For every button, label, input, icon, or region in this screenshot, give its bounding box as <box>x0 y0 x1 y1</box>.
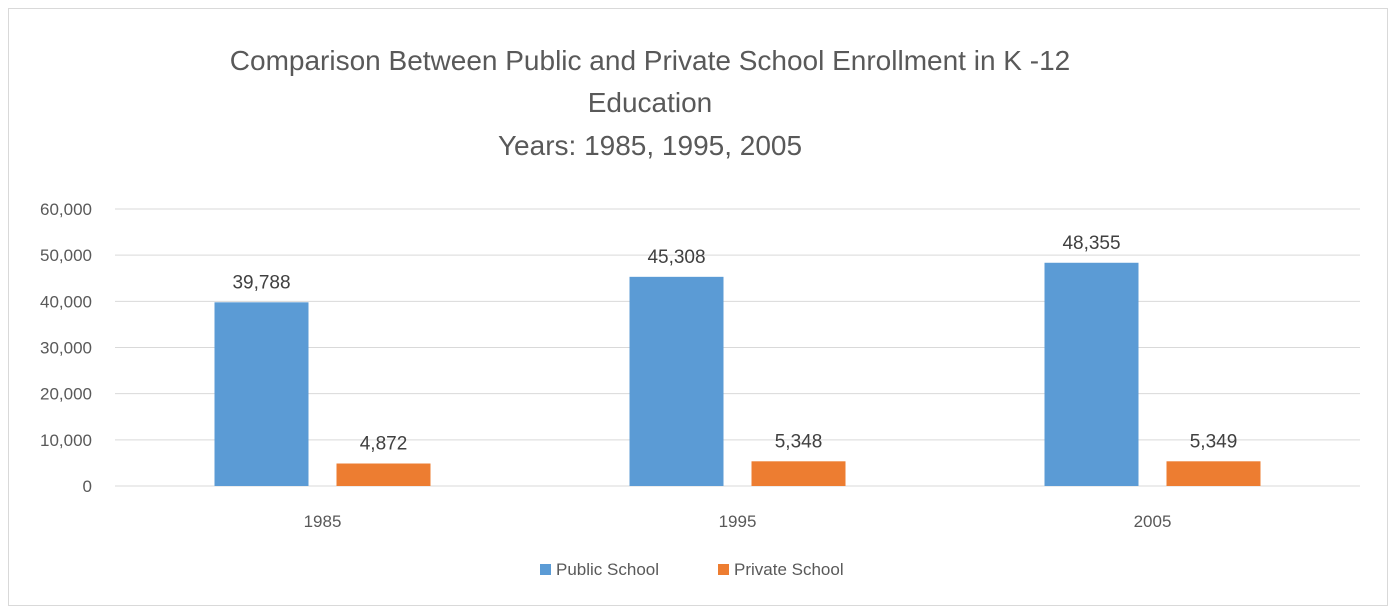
y-tick-label: 30,000 <box>40 339 92 358</box>
bars <box>214 262 1261 486</box>
chart-title-line-1: Comparison Between Public and Private Sc… <box>230 45 1070 76</box>
x-tick-label: 2005 <box>1134 512 1172 531</box>
y-axis: 0 10,000 20,000 30,000 40,000 50,000 60,000 <box>40 200 92 496</box>
legend-label: Public School <box>556 560 659 579</box>
y-tick-label: 60,000 <box>40 200 92 219</box>
chart-title: Comparison Between Public and Private Sc… <box>230 45 1070 161</box>
data-label: 5,348 <box>775 431 823 452</box>
bar <box>629 276 724 486</box>
chart-title-line-2: Education <box>588 87 713 118</box>
bar <box>214 302 309 486</box>
x-tick-label: 1995 <box>719 512 757 531</box>
data-label: 4,872 <box>360 434 408 455</box>
y-tick-label: 50,000 <box>40 246 92 265</box>
chart-title-line-3: Years: 1985, 1995, 2005 <box>498 130 802 161</box>
y-tick-label: 10,000 <box>40 431 92 450</box>
y-tick-label: 0 <box>83 477 92 496</box>
gridlines <box>115 208 1360 487</box>
legend-swatch <box>718 564 729 575</box>
y-tick-label: 20,000 <box>40 385 92 404</box>
bar <box>336 463 431 486</box>
data-labels: 39,788 4,872 45,308 5,348 48,355 5,349 <box>232 233 1237 455</box>
data-label: 5,349 <box>1190 431 1238 452</box>
data-label: 48,355 <box>1062 233 1120 254</box>
legend: Public School Private School <box>540 560 844 579</box>
y-tick-label: 40,000 <box>40 292 92 311</box>
x-axis: 1985 1995 2005 <box>304 512 1172 531</box>
bar <box>751 461 846 486</box>
legend-label: Private School <box>734 560 844 579</box>
x-tick-label: 1985 <box>304 512 342 531</box>
data-label: 39,788 <box>232 272 290 293</box>
data-label: 45,308 <box>647 247 705 268</box>
bar <box>1044 262 1139 486</box>
legend-swatch <box>540 564 551 575</box>
bar <box>1166 461 1261 486</box>
